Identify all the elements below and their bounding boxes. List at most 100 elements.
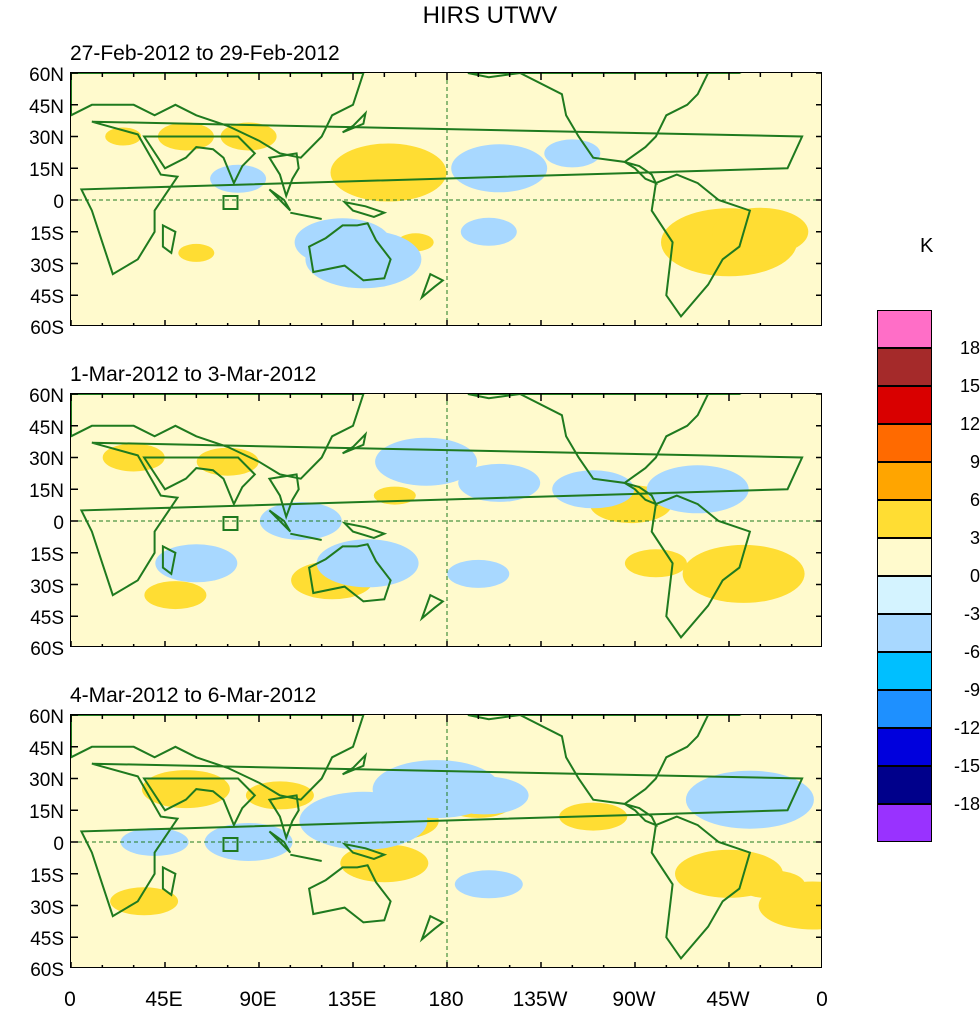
- colorbar-swatch: [877, 652, 932, 690]
- anomaly-contour: [460, 217, 517, 246]
- anomaly-contour: [330, 143, 447, 202]
- lat-label: 60S: [30, 318, 64, 339]
- anomaly-contour: [544, 139, 601, 168]
- coastline: [71, 394, 365, 480]
- coastline: [419, 914, 445, 943]
- map-panel-3-plot: [71, 715, 821, 967]
- anomaly-contour: [196, 447, 259, 476]
- panel-2-label: 1-Mar-2012 to 3-Mar-2012: [70, 363, 317, 386]
- figure-title: HIRS UTWV: [422, 2, 558, 29]
- coastline: [267, 794, 300, 841]
- lat-label: 15S: [30, 545, 64, 566]
- lon-label: 45E: [145, 988, 183, 1011]
- coastline: [267, 152, 300, 199]
- anomaly-contour: [120, 828, 189, 856]
- anomaly-contour: [144, 581, 207, 610]
- anomaly-contour: [646, 465, 749, 514]
- map-panel-1-plot: [71, 73, 821, 325]
- lat-label: 45S: [30, 287, 64, 308]
- coastline: [142, 135, 257, 186]
- coastline: [307, 543, 392, 603]
- colorbar-swatch: [877, 348, 932, 386]
- anomaly-contour: [259, 502, 342, 540]
- anomaly-contour: [712, 207, 809, 256]
- colorbar-swatch: [877, 728, 932, 766]
- colorbar-swatch: [877, 766, 932, 804]
- colorbar-swatch: [877, 462, 932, 500]
- colorbar-label: 6: [969, 490, 980, 510]
- coastline: [79, 441, 804, 597]
- coastline: [79, 762, 804, 918]
- anomaly-contour: [155, 544, 238, 583]
- coastline: [79, 120, 804, 276]
- anomaly-contour: [458, 463, 541, 502]
- lat-label: 45N: [29, 739, 64, 760]
- lat-label: 30N: [29, 770, 64, 791]
- lat-label: 0: [53, 834, 64, 855]
- lat-label: 45N: [29, 418, 64, 439]
- colorbar-swatch: [877, 424, 932, 462]
- coastline: [342, 431, 368, 455]
- lon-label: 0: [816, 988, 828, 1011]
- lon-label: 135E: [327, 988, 377, 1011]
- colorbar-label: 9: [969, 452, 980, 472]
- coastline: [142, 777, 257, 828]
- colorbar-swatch: [877, 690, 932, 728]
- coastline: [419, 593, 445, 622]
- map-panel-2-plot: [71, 394, 821, 646]
- colorbar-label: -9: [963, 680, 980, 700]
- anomaly-contour: [178, 243, 215, 262]
- lat-label: 15N: [29, 160, 64, 181]
- anomaly-contour: [447, 559, 510, 588]
- coastline: [342, 110, 368, 134]
- coastline: [419, 272, 445, 301]
- coastline: [161, 223, 177, 255]
- anomaly-contour: [736, 870, 805, 899]
- colorbar-swatch: [877, 804, 932, 842]
- coastline: [307, 222, 392, 282]
- lat-label: 30S: [30, 577, 64, 598]
- anomaly-contour: [375, 437, 478, 486]
- anomaly-contour: [210, 164, 267, 193]
- lon-label: 180: [428, 988, 464, 1011]
- lat-label: 45S: [30, 929, 64, 950]
- anomaly-contour: [340, 844, 429, 883]
- coastline: [161, 865, 177, 897]
- colorbar-swatch: [877, 576, 932, 614]
- coastline: [341, 521, 388, 539]
- colorbar-unit: K: [920, 235, 934, 257]
- anomaly-contour: [451, 144, 548, 193]
- anomaly-contour: [454, 870, 523, 899]
- lat-label: 60N: [29, 386, 64, 407]
- lat-label: 45N: [29, 97, 64, 118]
- colorbar-label: 12: [959, 414, 980, 434]
- lat-label: 30S: [30, 898, 64, 919]
- anomaly-contour: [316, 539, 419, 588]
- colorbar-label: 18: [959, 338, 980, 358]
- anomaly-contour: [141, 770, 230, 809]
- coastline: [268, 509, 292, 533]
- map-panel-2: [70, 393, 822, 647]
- lat-label: 30N: [29, 449, 64, 470]
- colorbar-swatch: [877, 614, 932, 652]
- lat-label: 0: [53, 513, 64, 534]
- lon-label: 0: [64, 988, 76, 1011]
- coastline: [650, 173, 752, 319]
- colorbar-label: 15: [959, 376, 980, 396]
- lat-label: 15S: [30, 866, 64, 887]
- panel-3-label: 4-Mar-2012 to 6-Mar-2012: [70, 684, 317, 707]
- coastline: [267, 473, 300, 520]
- lon-label: 45W: [706, 988, 750, 1011]
- lat-label: 15S: [30, 224, 64, 245]
- colorbar-label: -15: [953, 756, 980, 776]
- anomaly-contour: [624, 549, 687, 578]
- coastline: [341, 842, 388, 860]
- lon-label: 135W: [512, 988, 568, 1011]
- lat-label: 30N: [29, 128, 64, 149]
- panel-1-label: 27-Feb-2012 to 29-Feb-2012: [70, 42, 340, 65]
- coastline: [650, 494, 752, 640]
- colorbar-swatch: [877, 500, 932, 538]
- region-box: [222, 516, 239, 531]
- colorbar-swatch: [877, 538, 932, 576]
- lat-label: 30S: [30, 256, 64, 277]
